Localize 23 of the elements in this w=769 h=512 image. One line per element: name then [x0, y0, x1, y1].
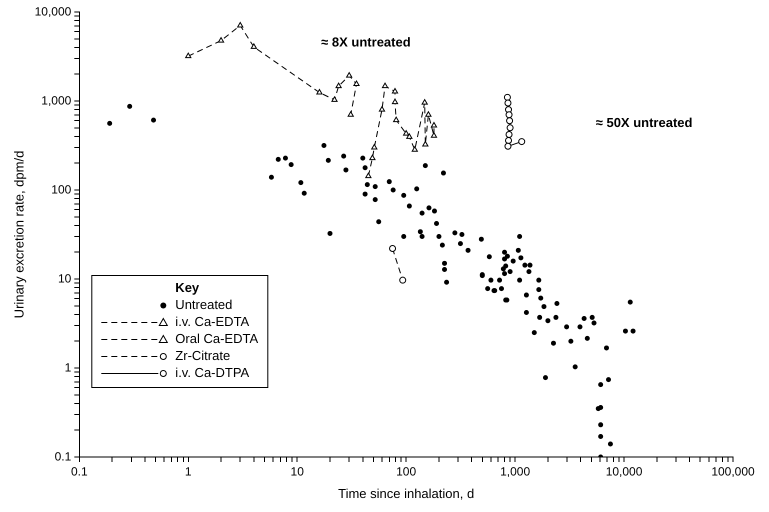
y-axis-title: Urinary excretion rate, dpm/d — [11, 150, 26, 318]
y-tick-label: 0.1 — [54, 449, 72, 464]
x-tick-label: 100,000 — [711, 464, 756, 479]
y-tick-label: 1,000 — [41, 93, 72, 108]
y-tick-label: 10 — [58, 271, 72, 286]
legend-label: Untreated — [175, 297, 232, 312]
y-tick-label: 100 — [51, 182, 72, 196]
legend-label: Oral Ca-EDTA — [175, 331, 258, 346]
x-tick-label: 100 — [396, 464, 416, 479]
x-tick-label: 1 — [184, 464, 192, 479]
legend-label: i.v. Ca-EDTA — [175, 314, 250, 330]
x-tick-label: 0.1 — [70, 464, 88, 479]
annotation: ≈ 8X untreated — [321, 34, 411, 50]
y-tick-label: 10,000 — [34, 4, 72, 18]
x-tick-label: 10 — [290, 464, 304, 479]
x-tick-label: 1,000 — [500, 464, 530, 479]
x-axis-title: Time since inhalation, d — [338, 486, 474, 501]
legend-label: Zr-Citrate — [175, 348, 230, 364]
y-tick-label: 1 — [64, 360, 72, 374]
x-tick-label: 10,000 — [606, 464, 643, 479]
legend-label: i.v. Ca-DTPA — [175, 365, 250, 380]
annotation: ≈ 50X untreated — [596, 114, 692, 130]
legend-title: Key — [175, 280, 200, 296]
